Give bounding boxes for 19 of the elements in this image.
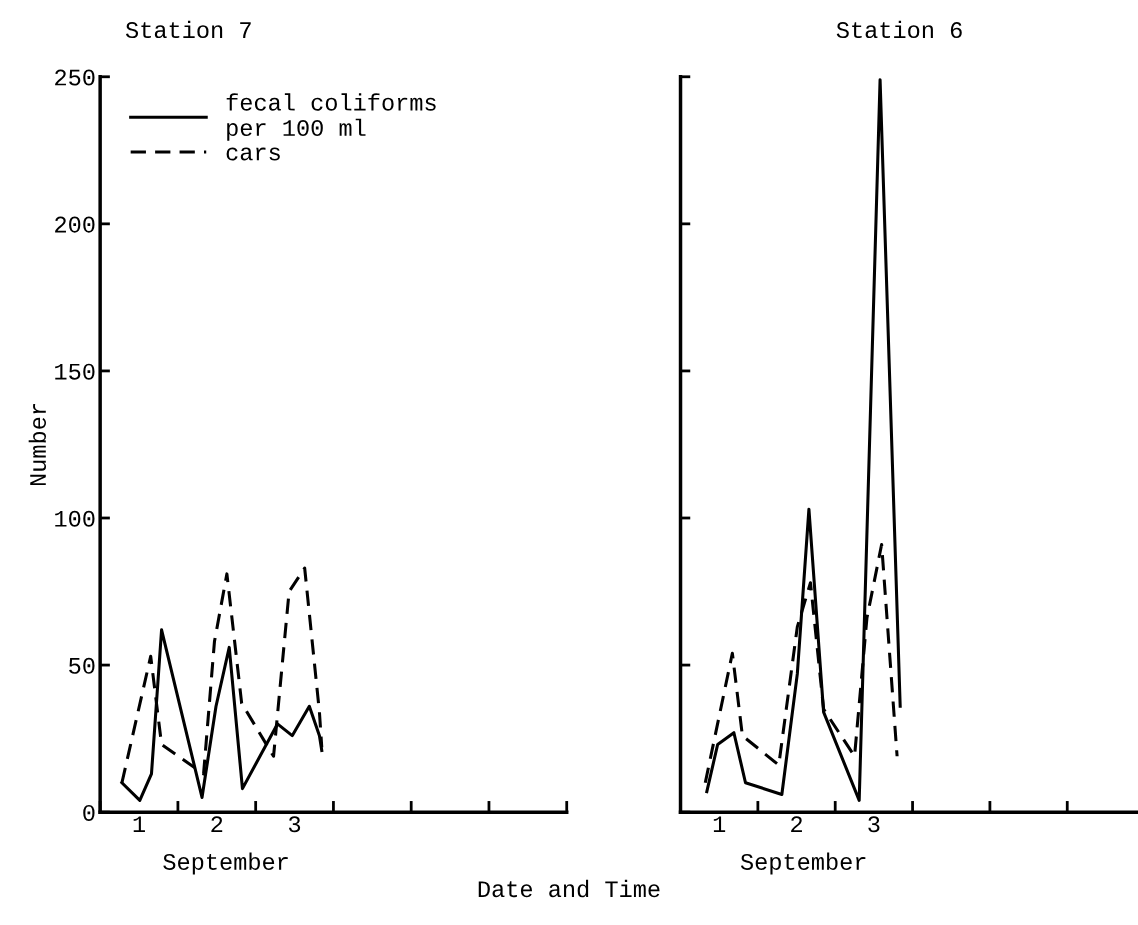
y-tick-label: 50 — [69, 657, 95, 674]
y-tick-label: 150 — [55, 363, 95, 380]
y-tick-label: 250 — [55, 69, 95, 86]
x-tick-label: 3 — [868, 816, 880, 833]
y-tick-label: 100 — [55, 510, 95, 527]
y-axis-title: Number — [28, 404, 47, 486]
chart-title: Station 7 — [125, 20, 251, 39]
x-tick-label: 1 — [713, 816, 726, 833]
y-tick-label: 0 — [83, 804, 95, 821]
x-tick-label: 2 — [791, 816, 802, 833]
x-tick-label: 1 — [133, 816, 145, 833]
x-axis-title: September — [740, 852, 866, 875]
y-tick-label: 200 — [55, 216, 95, 233]
text: Date and Time — [478, 879, 660, 898]
x-tick-label: 3 — [288, 816, 301, 833]
x-axis-title: September — [163, 852, 288, 875]
chart-title: Station 6 — [836, 20, 962, 39]
x-tick-label: 2 — [211, 816, 223, 833]
legend-label: cars — [226, 147, 280, 161]
